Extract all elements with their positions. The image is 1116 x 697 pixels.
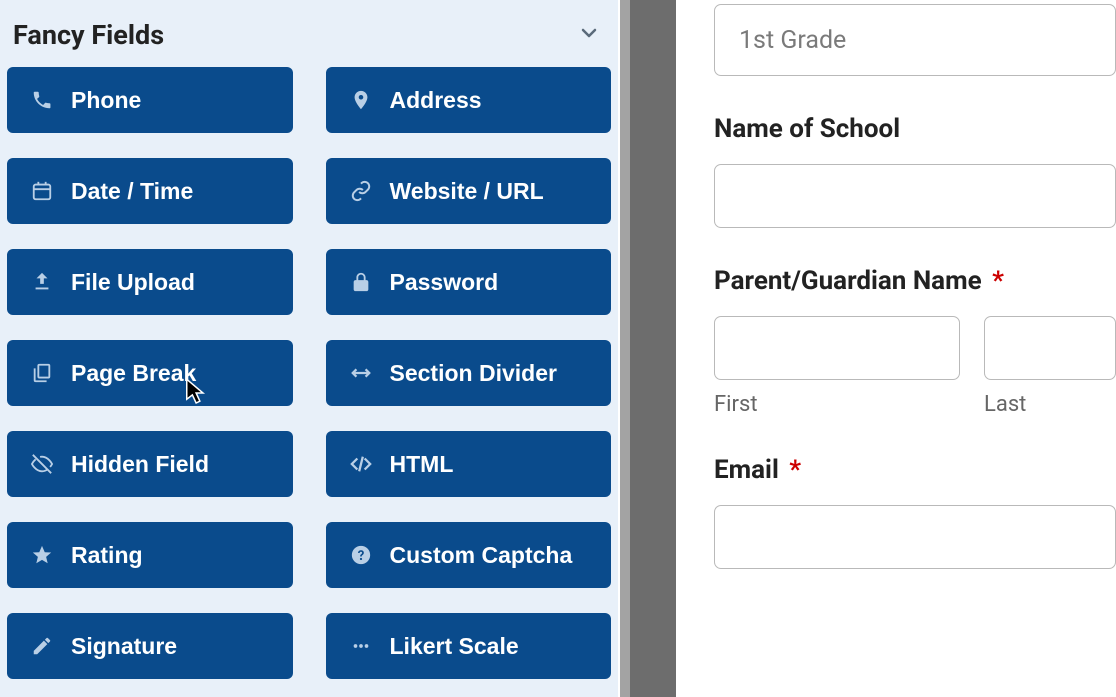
form-preview: 1st Grade Name of School Parent/Guardian… [676, 0, 1116, 697]
field-rating[interactable]: Rating [7, 522, 293, 588]
field-custom-captcha[interactable]: Custom Captcha [326, 522, 612, 588]
calendar-icon [29, 180, 55, 202]
last-name-input[interactable] [984, 316, 1116, 380]
field-label: Website / URL [390, 178, 544, 205]
field-hidden-field[interactable]: Hidden Field [7, 431, 293, 497]
eyeoff-icon [29, 453, 55, 475]
guardian-label: Parent/Guardian Name * [714, 266, 1116, 296]
field-phone[interactable]: Phone [7, 67, 293, 133]
field-label: Likert Scale [390, 633, 519, 660]
field-website-url[interactable]: Website / URL [326, 158, 612, 224]
email-field: Email * [714, 455, 1116, 569]
lock-icon [348, 271, 374, 293]
field-label: Password [390, 269, 499, 296]
required-asterisk: * [992, 266, 1004, 296]
field-section-divider[interactable]: Section Divider [326, 340, 612, 406]
field-label: Page Break [71, 360, 196, 387]
field-html[interactable]: HTML [326, 431, 612, 497]
field-file-upload[interactable]: File Upload [7, 249, 293, 315]
school-label: Name of School [714, 114, 1116, 144]
code-icon [348, 453, 374, 475]
field-label: Hidden Field [71, 451, 209, 478]
field-password[interactable]: Password [326, 249, 612, 315]
last-sublabel: Last [984, 392, 1116, 417]
field-label: HTML [390, 451, 454, 478]
link-icon [348, 180, 374, 202]
star-icon [29, 544, 55, 566]
field-label: Address [390, 87, 482, 114]
guardian-field: Parent/Guardian Name * First Last [714, 266, 1116, 417]
field-label: Date / Time [71, 178, 193, 205]
field-likert-scale[interactable]: Likert Scale [326, 613, 612, 679]
help-icon [348, 544, 374, 566]
section-header-fancy-fields[interactable]: Fancy Fields [7, 15, 611, 67]
grade-field: 1st Grade [714, 4, 1116, 76]
school-field: Name of School [714, 114, 1116, 228]
email-label: Email * [714, 455, 1116, 485]
grade-select[interactable]: 1st Grade [714, 4, 1116, 76]
field-label: Signature [71, 633, 177, 660]
field-label: Phone [71, 87, 141, 114]
pages-icon [29, 362, 55, 384]
field-label: Custom Captcha [390, 542, 573, 569]
first-sublabel: First [714, 392, 960, 417]
harrow-icon [348, 362, 374, 384]
required-asterisk: * [789, 455, 801, 485]
field-page-break[interactable]: Page Break [7, 340, 293, 406]
field-label: Rating [71, 542, 143, 569]
school-input[interactable] [714, 164, 1116, 228]
pencil-icon [29, 635, 55, 657]
field-signature[interactable]: Signature [7, 613, 293, 679]
field-label: File Upload [71, 269, 195, 296]
pin-icon [348, 89, 374, 111]
panel-gutter [618, 0, 676, 697]
phone-icon [29, 89, 55, 111]
section-title: Fancy Fields [13, 19, 164, 51]
email-label-text: Email [714, 455, 779, 485]
chevron-down-icon [577, 21, 601, 49]
field-grid: Phone Address Date / Time Website / URL File… [7, 67, 611, 679]
guardian-label-text: Parent/Guardian Name [714, 266, 982, 296]
field-date-time[interactable]: Date / Time [7, 158, 293, 224]
field-address[interactable]: Address [326, 67, 612, 133]
grade-value: 1st Grade [739, 26, 846, 55]
first-name-input[interactable] [714, 316, 960, 380]
email-input[interactable] [714, 505, 1116, 569]
dots-icon [348, 635, 374, 657]
fields-sidebar: Fancy Fields Phone Address Date / Time Webs… [0, 0, 618, 697]
field-label: Section Divider [390, 360, 557, 387]
upload-icon [29, 271, 55, 293]
